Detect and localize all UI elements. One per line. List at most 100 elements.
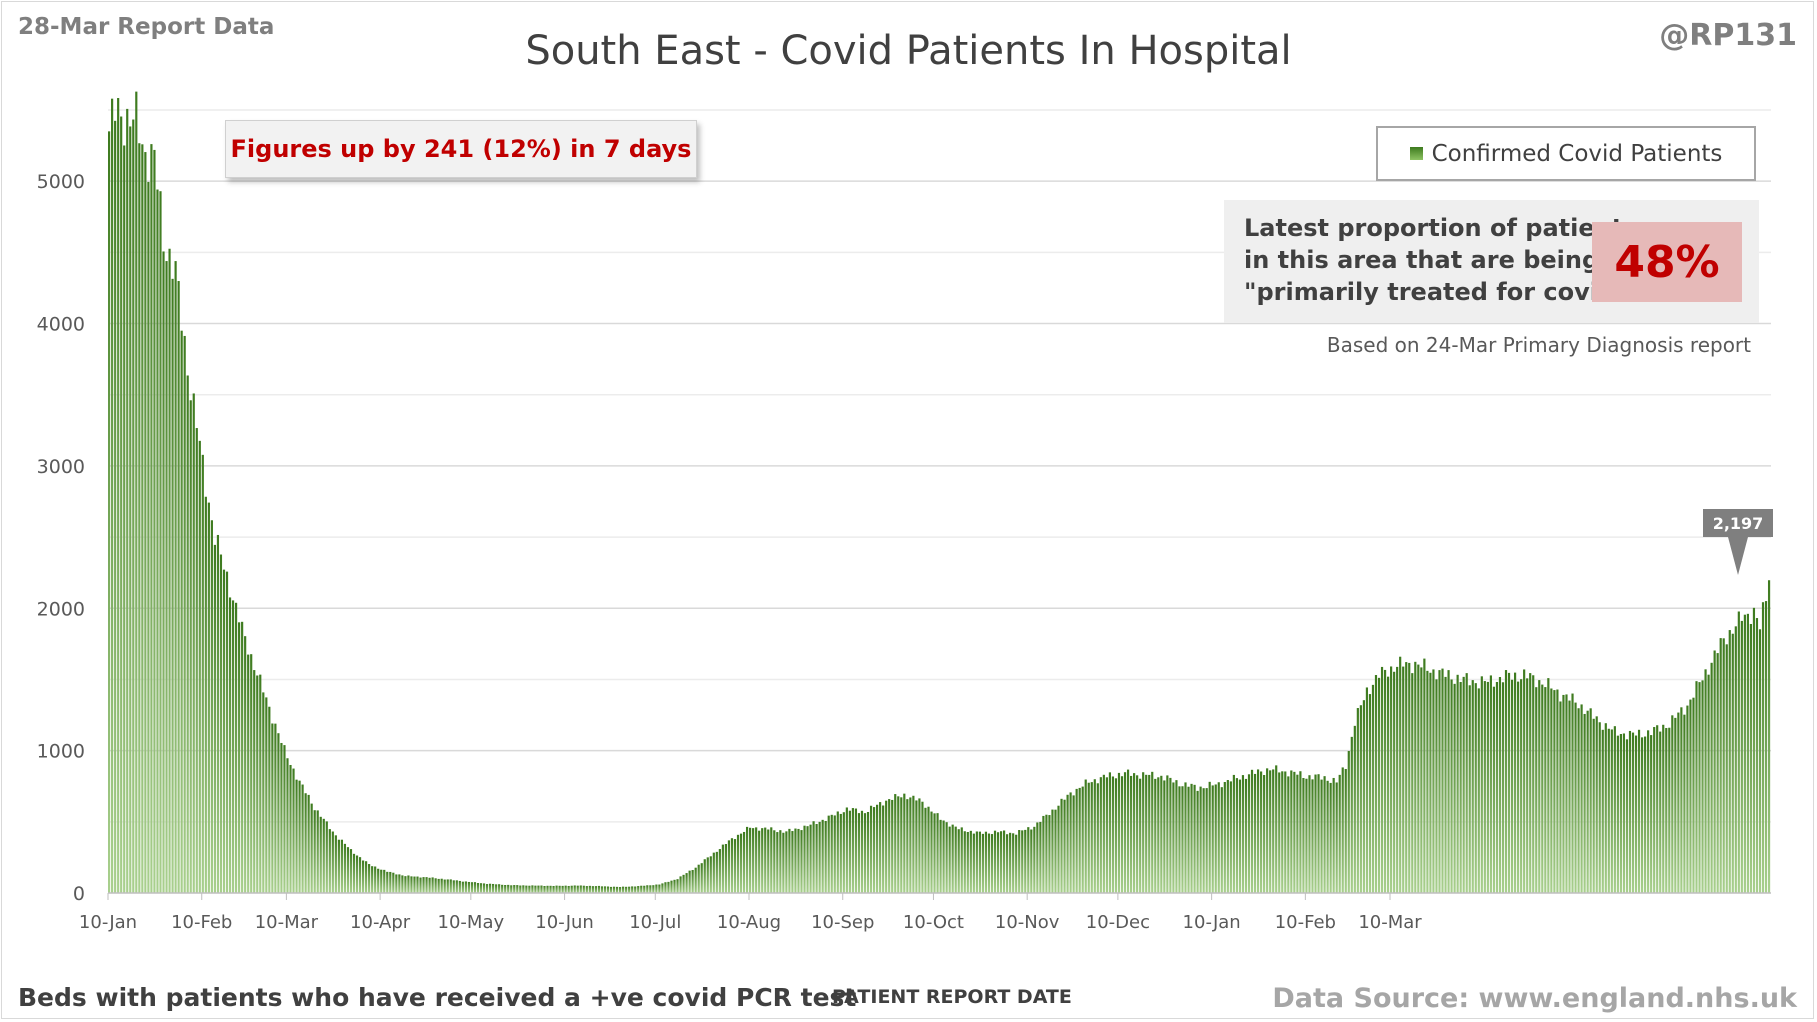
bar [1665, 728, 1668, 893]
legend-label: Confirmed Covid Patients [1431, 140, 1723, 167]
bar [1619, 734, 1622, 893]
bar [310, 803, 313, 893]
bar [277, 733, 280, 893]
bar [1226, 780, 1229, 893]
bar [736, 834, 740, 893]
bar [516, 885, 519, 893]
bar [1495, 681, 1499, 893]
bar [159, 191, 162, 893]
bar [1129, 775, 1133, 893]
bar [1305, 778, 1308, 893]
bar [1653, 727, 1656, 893]
bar [594, 886, 597, 893]
bar [1111, 776, 1115, 893]
x-tick-label: 10-Sep [811, 912, 874, 933]
bar [860, 810, 864, 893]
bar [597, 885, 601, 893]
bar [1656, 725, 1659, 893]
bar [1048, 815, 1051, 893]
bar [361, 860, 365, 893]
bar [510, 885, 513, 893]
bar [561, 885, 564, 893]
bar [213, 544, 217, 893]
proportion-description: Latest proportion of patients in this ar… [1244, 212, 1637, 308]
bar [1250, 769, 1254, 893]
bar [1184, 782, 1187, 893]
bar [1317, 774, 1320, 893]
bar [733, 839, 737, 893]
bar [673, 879, 676, 893]
bar [1647, 730, 1650, 893]
bar [1190, 783, 1193, 893]
bar [634, 886, 637, 893]
bar [295, 779, 298, 893]
bar [767, 829, 770, 893]
bar [1009, 832, 1012, 893]
bar [1501, 682, 1505, 893]
bar [688, 870, 691, 893]
bar [963, 831, 966, 893]
bar [1631, 732, 1635, 893]
bar [174, 261, 177, 894]
bar [1713, 650, 1716, 893]
bar [727, 840, 731, 893]
bar [1737, 611, 1740, 893]
change-callout: Figures up by 241 (12%) in 7 days [225, 120, 697, 178]
bar [416, 876, 419, 893]
bar [1235, 778, 1238, 893]
bar [111, 98, 114, 894]
y-tick-label: 0 [73, 883, 85, 905]
bar [1622, 733, 1626, 893]
bar [682, 874, 685, 893]
bar [1356, 708, 1359, 893]
bar [1767, 580, 1771, 893]
bar [612, 886, 616, 893]
bar [316, 810, 319, 893]
data-source: Data Source: www.england.nhs.uk [1272, 983, 1797, 1014]
bar [679, 876, 682, 893]
bar [1529, 673, 1532, 893]
change-callout-text: Figures up by 241 (12%) in 7 days [230, 135, 692, 163]
bar [546, 885, 549, 893]
bar [933, 813, 936, 893]
legend: Confirmed Covid Patients [1376, 126, 1756, 181]
bar [1175, 780, 1178, 893]
x-tick-label: 10-Oct [903, 912, 964, 933]
bar [377, 868, 380, 893]
bar [244, 636, 247, 893]
bar [241, 621, 244, 893]
bar [1755, 618, 1759, 893]
bar [885, 800, 888, 893]
bar [1405, 662, 1408, 893]
bar [476, 883, 480, 893]
bar [301, 784, 304, 893]
bar [791, 831, 794, 893]
bar [1553, 690, 1556, 893]
bar [1036, 822, 1039, 893]
bar [1520, 679, 1523, 893]
proportion-line-3: "primarily treated for covid". [1244, 278, 1637, 306]
bar [274, 723, 277, 893]
bar [1444, 676, 1447, 893]
bar [1662, 724, 1665, 893]
bar [558, 885, 561, 893]
axes: 0 1000 2000 3000 4000 5000 10-Jan 10-Feb 10-Mar 1… [37, 171, 1771, 933]
bar [537, 885, 540, 893]
bar [721, 844, 724, 893]
bar [540, 885, 543, 893]
bar [1278, 772, 1281, 893]
bar [256, 675, 259, 893]
bar [549, 885, 552, 893]
author-handle: @RP131 [1659, 18, 1797, 53]
bar [374, 866, 377, 893]
bar [1644, 736, 1647, 893]
bar [1108, 772, 1111, 893]
bar [355, 855, 359, 893]
bar [1260, 771, 1263, 893]
x-tick-label: 10-Jan [1183, 912, 1241, 933]
bar [794, 828, 797, 893]
x-tick-label: 10-Jan [79, 912, 137, 933]
bar [655, 884, 658, 893]
bar [452, 880, 455, 893]
bar [1758, 629, 1762, 893]
